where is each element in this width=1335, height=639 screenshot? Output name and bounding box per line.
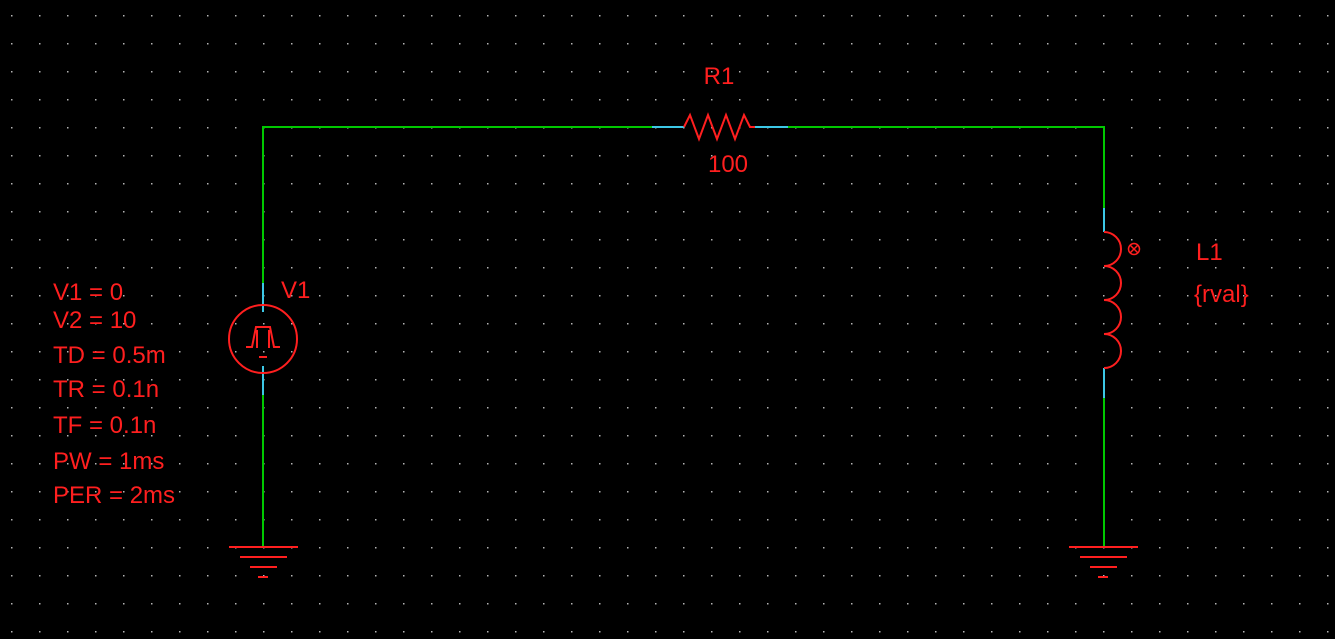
v1-param: V1 = 0 xyxy=(53,279,123,306)
wire-left-top[interactable] xyxy=(262,126,652,312)
l1-value-label: {rval} xyxy=(1194,281,1249,308)
v1-param: PER = 2ms xyxy=(53,482,175,509)
v1-param: TF = 0.1n xyxy=(53,412,156,439)
ground-icon xyxy=(229,546,298,578)
wire-right-top[interactable] xyxy=(788,126,1105,208)
inductor-icon xyxy=(1103,231,1122,369)
wires xyxy=(262,126,1105,547)
v1-param: TD = 0.5m xyxy=(53,342,166,369)
v1-ref-label: V1 xyxy=(281,277,310,304)
pulse-source-icon xyxy=(228,304,298,374)
r1-ref-label: R1 xyxy=(704,63,735,90)
l1-ref-label: L1 xyxy=(1196,239,1223,266)
ground-right[interactable] xyxy=(1069,546,1138,578)
voltage-source-v1[interactable]: V1 V1 = 0 V2 = 10 TD = 0.5m TR = 0.1n TF… xyxy=(53,277,310,509)
ground-icon xyxy=(1069,546,1138,578)
polarity-dot-icon xyxy=(1127,242,1141,256)
r1-value-label: 100 xyxy=(708,151,748,178)
resistor-icon xyxy=(683,112,755,142)
resistor-r1[interactable]: R1 100 xyxy=(652,63,788,178)
v1-param: PW = 1ms xyxy=(53,448,164,475)
ground-left[interactable] xyxy=(229,546,298,578)
v1-param: TR = 0.1n xyxy=(53,376,159,403)
v1-param: V2 = 10 xyxy=(53,307,136,334)
inductor-l1[interactable]: L1 {rval} xyxy=(1103,208,1249,398)
v1-params: V1 = 0 V2 = 10 TD = 0.5m TR = 0.1n TF = … xyxy=(53,279,175,509)
